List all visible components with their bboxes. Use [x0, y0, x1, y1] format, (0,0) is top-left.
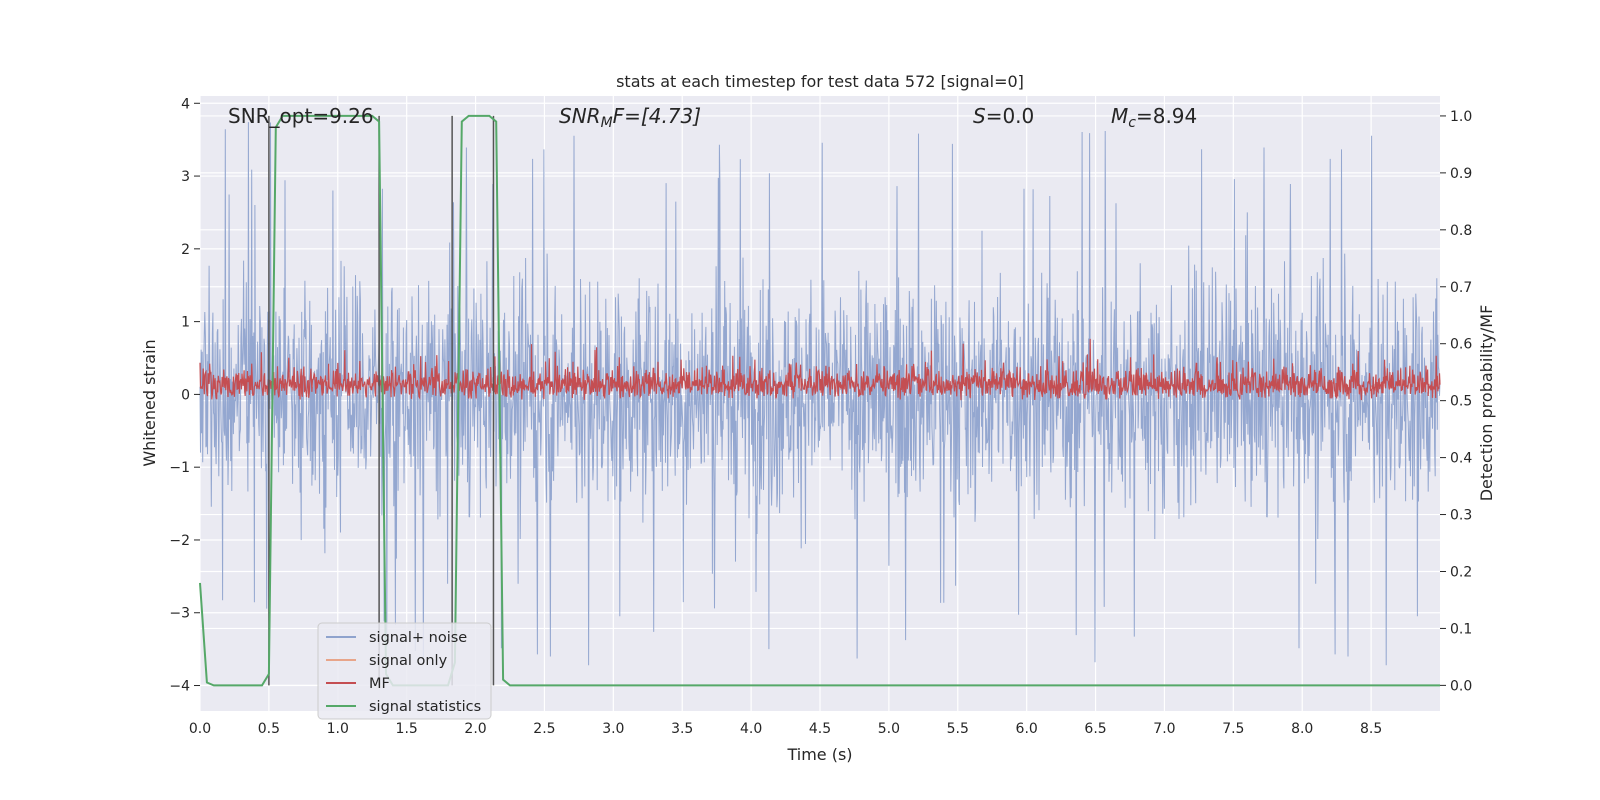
- annotation-mc-main: M: [1111, 104, 1128, 128]
- legend-box: [317, 622, 492, 720]
- mf-line: [199, 338, 1441, 401]
- y2-tick-label: 0.0: [1450, 678, 1472, 694]
- y2-tick-label: 0.9: [1450, 166, 1472, 182]
- y-tick-label: 0: [181, 387, 190, 403]
- annotation-snr-mf-rest: F=[4.73]: [613, 104, 701, 128]
- y-tick-label: −4: [169, 679, 190, 695]
- legend: signal+ noise signal only MF signal stat…: [317, 622, 492, 720]
- x-tick-label: 4.5: [809, 721, 831, 737]
- annotation-snr-mf-sub: M: [601, 115, 613, 131]
- signal-noise-series: [199, 122, 1441, 666]
- annotation-mc: Mc=8.94: [1111, 104, 1197, 131]
- x-tick-label: 7.5: [1222, 721, 1244, 737]
- y-tick-label: 2: [181, 242, 190, 258]
- x-tick-label: 3.5: [671, 721, 693, 737]
- x-tick-label: 1.0: [327, 721, 349, 737]
- annotation-snr-opt: SNR_opt=9.26: [228, 104, 374, 128]
- annotation-mc-sub: c: [1128, 115, 1136, 131]
- y2-tick-label: 1.0: [1450, 109, 1472, 125]
- x-tick-label: 5.5: [947, 721, 969, 737]
- x-tick-label: 0.5: [258, 721, 280, 737]
- x-tick-label: 2.5: [533, 721, 555, 737]
- x-tick-label: 1.5: [396, 721, 418, 737]
- annotation-s-rest: =0.0: [986, 104, 1035, 128]
- annotation-snr-mf-main: SNR: [559, 104, 601, 128]
- annotation-snr-mf: SNRMF=[4.73]: [559, 104, 701, 131]
- x-tick-label: 7.0: [1153, 721, 1175, 737]
- y-tick-label: 1: [181, 315, 190, 331]
- x-tick-label: 8.0: [1291, 721, 1313, 737]
- x-tick-label: 5.0: [878, 721, 900, 737]
- y2-axis-ticks: 1.0 0.9 0.8 0.7 0.6 0.5 0.4 0.3 0.2 0.1 0.0: [1440, 109, 1472, 694]
- x-tick-label: 0.0: [189, 721, 211, 737]
- x-axis-label: Time (s): [786, 745, 852, 764]
- annotation-mc-rest: =8.94: [1136, 104, 1197, 128]
- y2-axis-label: Detection probability/MF: [1477, 305, 1496, 502]
- x-tick-label: 3.0: [602, 721, 624, 737]
- y2-tick-label: 0.4: [1450, 451, 1472, 467]
- annotation-s: S=0.0: [973, 104, 1034, 128]
- y2-tick-label: 0.5: [1450, 394, 1472, 410]
- y2-tick-label: 0.1: [1450, 621, 1472, 637]
- x-tick-label: 2.0: [464, 721, 486, 737]
- chart-title: stats at each timestep for test data 572…: [616, 72, 1024, 91]
- legend-label-signal-statistics: signal statistics: [369, 699, 481, 715]
- y-tick-label: −2: [169, 533, 190, 549]
- y-tick-label: 3: [181, 169, 190, 185]
- legend-label-signal-only: signal only: [369, 653, 448, 669]
- x-axis-ticks: 0.0 0.5 1.0 1.5 2.0 2.5 3.0 3.5 4.0 4.5 5.0 5.5 6.0 6…: [189, 721, 1382, 737]
- signal-noise-line: [199, 122, 1441, 666]
- y-tick-label: 4: [181, 96, 190, 112]
- y2-tick-label: 0.3: [1450, 508, 1472, 524]
- x-tick-label: 4.0: [740, 721, 762, 737]
- x-tick-label: 6.0: [1016, 721, 1038, 737]
- legend-label-signal-noise: signal+ noise: [369, 630, 467, 646]
- y-axis-label: Whitened strain: [140, 339, 159, 466]
- y2-tick-label: 0.6: [1450, 337, 1472, 353]
- annotation-s-main: S: [973, 104, 986, 128]
- y2-tick-label: 0.8: [1450, 223, 1472, 239]
- y2-tick-label: 0.7: [1450, 280, 1472, 296]
- x-tick-label: 6.5: [1084, 721, 1106, 737]
- mf-series: [199, 338, 1441, 401]
- legend-label-mf: MF: [369, 676, 390, 692]
- y-axis-ticks: 4 3 2 1 0 −1 −2 −3 −4: [169, 96, 200, 695]
- y2-tick-label: 0.2: [1450, 564, 1472, 580]
- y-tick-label: −3: [169, 606, 190, 622]
- x-tick-label: 8.5: [1360, 721, 1382, 737]
- y-tick-label: −1: [169, 460, 190, 476]
- vertical-markers: [268, 115, 495, 686]
- grid: [199, 96, 1440, 711]
